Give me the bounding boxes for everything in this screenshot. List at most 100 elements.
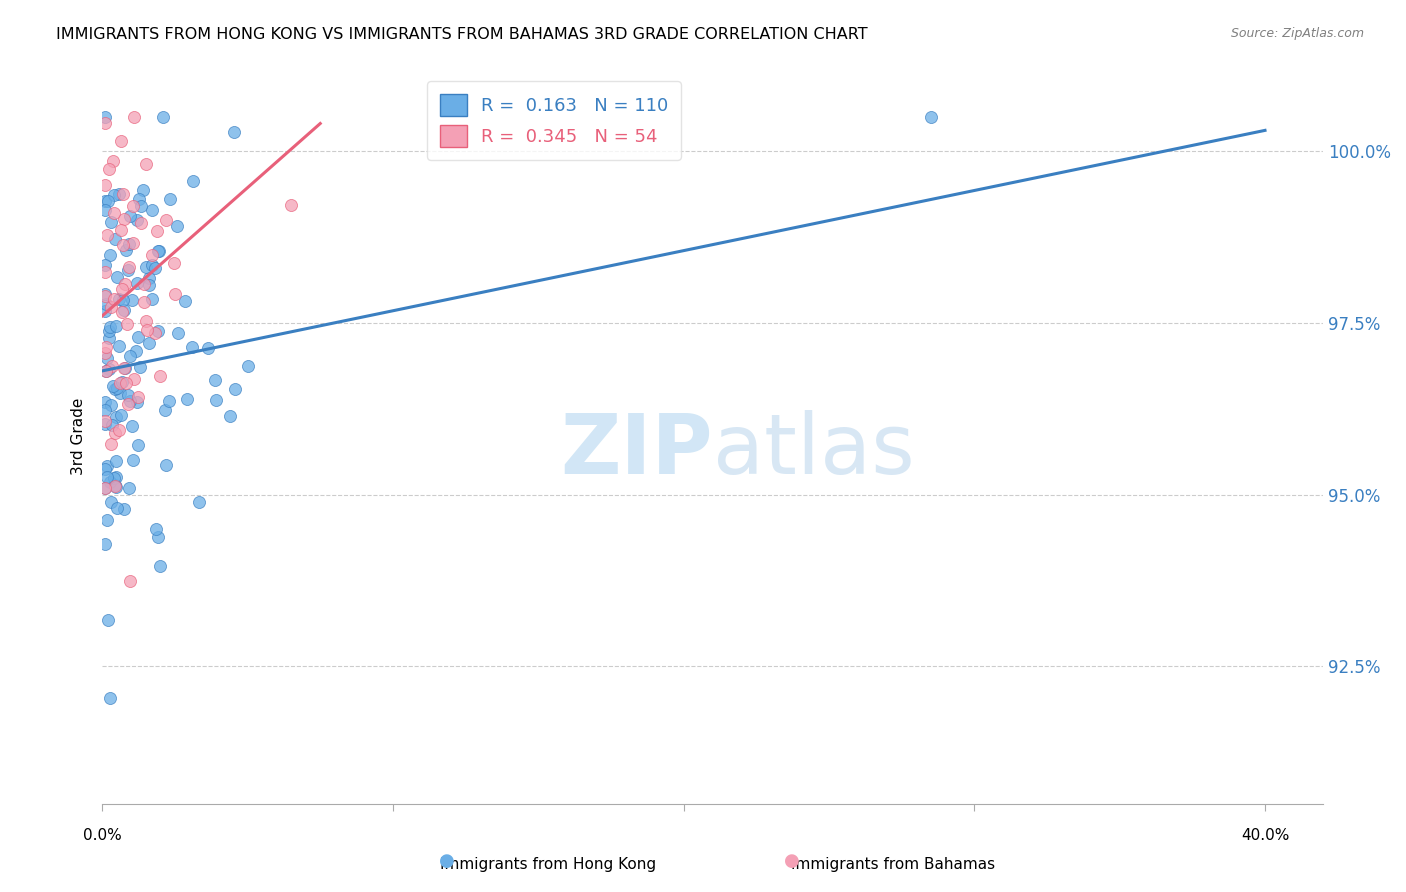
Point: [97, 161, 120, 176]
Point: [159, 193, 181, 207]
Point: [136, 323, 159, 337]
Point: [224, 126, 246, 140]
Point: [94, 116, 117, 130]
Point: [122, 453, 145, 467]
Point: [127, 391, 149, 405]
Point: [97, 331, 120, 345]
Point: [101, 417, 124, 432]
Point: [138, 336, 160, 351]
Point: [118, 481, 141, 495]
Point: [127, 330, 149, 344]
Point: [97, 324, 120, 338]
Point: [96, 351, 118, 366]
Text: ●: ●: [439, 852, 456, 870]
Point: [100, 475, 122, 490]
Point: [920, 110, 942, 124]
Point: [110, 134, 132, 148]
Point: [167, 326, 190, 341]
Text: Immigrants from Hong Kong: Immigrants from Hong Kong: [440, 857, 657, 872]
Text: 40.0%: 40.0%: [1241, 828, 1289, 843]
Point: [118, 349, 141, 363]
Point: [108, 339, 131, 353]
Point: [107, 423, 129, 437]
Point: [204, 373, 226, 387]
Point: [103, 206, 125, 220]
Point: [280, 198, 302, 212]
Point: [155, 212, 177, 227]
Point: [100, 300, 122, 314]
Legend: R =  0.163   N = 110, R =  0.345   N = 54: R = 0.163 N = 110, R = 0.345 N = 54: [427, 81, 681, 160]
Point: [100, 215, 122, 229]
Point: [101, 378, 124, 392]
Point: [94, 259, 117, 273]
Point: [94, 345, 117, 359]
Point: [103, 293, 125, 307]
Point: [218, 409, 240, 423]
Point: [166, 219, 188, 233]
Point: [104, 318, 127, 333]
Point: [112, 501, 135, 516]
Point: [141, 248, 163, 262]
Point: [94, 202, 117, 217]
Point: [103, 187, 125, 202]
Point: [129, 360, 152, 375]
Point: [205, 393, 228, 408]
Point: [94, 537, 117, 551]
Point: [103, 425, 125, 440]
Point: [94, 194, 117, 208]
Point: [110, 408, 132, 422]
Point: [121, 293, 143, 307]
Point: [122, 372, 145, 386]
Point: [100, 495, 122, 509]
Point: [94, 286, 117, 301]
Point: [112, 293, 135, 307]
Point: [97, 613, 120, 627]
Point: [115, 317, 138, 331]
Point: [110, 376, 132, 390]
Point: [146, 324, 169, 338]
Point: [100, 398, 122, 412]
Point: [118, 574, 141, 589]
Point: [129, 216, 152, 230]
Point: [111, 305, 134, 319]
Point: [101, 359, 124, 374]
Point: [163, 255, 186, 269]
Point: [94, 414, 117, 428]
Point: [114, 361, 136, 376]
Point: [135, 314, 157, 328]
Point: [224, 382, 246, 396]
Point: [149, 558, 172, 573]
Point: [132, 183, 155, 197]
Point: [115, 243, 138, 257]
Point: [105, 470, 128, 484]
Point: [145, 261, 167, 276]
Point: [122, 236, 145, 251]
Point: [236, 359, 259, 374]
Point: [163, 287, 186, 301]
Point: [112, 212, 135, 227]
Point: [94, 364, 117, 378]
Text: Source: ZipAtlas.com: Source: ZipAtlas.com: [1230, 27, 1364, 40]
Point: [117, 263, 139, 277]
Point: [112, 360, 135, 375]
Point: [101, 153, 124, 168]
Point: [98, 319, 121, 334]
Point: [146, 244, 169, 258]
Point: [173, 294, 195, 309]
Point: [94, 462, 117, 476]
Point: [96, 228, 118, 243]
Point: [132, 294, 155, 309]
Point: [105, 500, 128, 515]
Point: [110, 223, 132, 237]
Point: [94, 297, 117, 311]
Point: [97, 194, 120, 208]
Point: [120, 393, 142, 408]
Point: [108, 386, 131, 401]
Text: atlas: atlas: [713, 410, 914, 491]
Point: [181, 340, 204, 354]
Point: [96, 364, 118, 378]
Point: [94, 417, 117, 431]
Text: IMMIGRANTS FROM HONG KONG VS IMMIGRANTS FROM BAHAMAS 3RD GRADE CORRELATION CHART: IMMIGRANTS FROM HONG KONG VS IMMIGRANTS …: [56, 27, 868, 42]
Point: [117, 388, 139, 402]
Point: [100, 436, 122, 450]
